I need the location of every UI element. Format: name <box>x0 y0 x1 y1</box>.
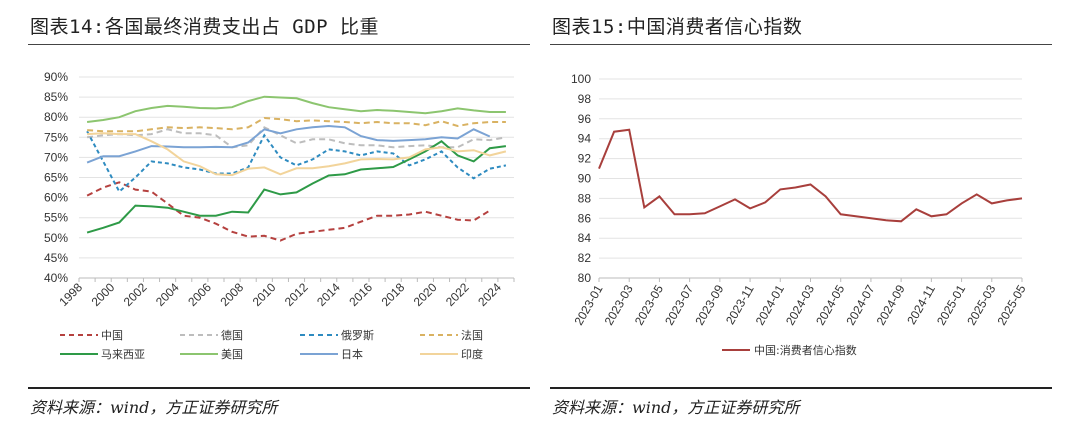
x-tick-label: 2025-05 <box>994 282 1028 327</box>
legend-label: 马来西亚 <box>101 348 145 361</box>
y-tick-label: 82 <box>578 251 592 265</box>
y-tick-label: 90% <box>44 70 68 84</box>
legend-label: 日本 <box>341 347 363 361</box>
x-tick-label: 2010 <box>250 280 279 309</box>
y-tick-label: 92 <box>578 152 592 166</box>
series-line-中国 <box>86 181 491 242</box>
x-tick-label: 2016 <box>346 280 375 309</box>
series-line-美国 <box>86 95 506 123</box>
x-tick-label: 2006 <box>185 280 214 309</box>
y-tick-label: 100 <box>571 72 591 86</box>
y-tick-label: 98 <box>578 92 592 106</box>
legend-label: 美国 <box>221 348 243 361</box>
x-tick-label: 2014 <box>314 280 343 309</box>
x-tick-label: 2000 <box>89 280 118 309</box>
right-source-note: 资料来源：wind，方正证券研究所 <box>552 398 800 417</box>
y-tick-label: 90 <box>578 172 592 186</box>
y-tick-label: 65% <box>44 171 68 185</box>
y-tick-label: 94 <box>578 132 592 146</box>
right-source-divider <box>550 387 1052 389</box>
x-tick-label: 2023-11 <box>723 282 757 327</box>
x-tick-label: 2012 <box>282 280 311 309</box>
series-line-马来西亚 <box>86 140 507 234</box>
left-title-divider <box>28 44 530 45</box>
series-line-日本 <box>86 124 491 164</box>
left-source-note: 资料来源：wind，方正证券研究所 <box>30 398 278 417</box>
legend-label: 中国 <box>101 329 123 342</box>
x-tick-label: 2008 <box>217 280 246 309</box>
y-tick-label: 45% <box>44 251 68 265</box>
x-tick-label: 2004 <box>153 280 182 309</box>
x-tick-label: 2002 <box>121 280 150 309</box>
y-tick-label: 84 <box>578 231 592 245</box>
x-tick-label: 2024 <box>475 280 504 309</box>
series-line-consumer-confidence <box>598 128 1023 223</box>
left-chart-title: 图表14:各国最终消费支出占 GDP 比重 <box>30 16 380 38</box>
y-tick-label: 85% <box>44 90 68 104</box>
left-source-divider <box>28 387 530 389</box>
y-tick-label: 55% <box>44 211 68 225</box>
x-tick-label: 2022 <box>443 280 472 309</box>
y-tick-label: 80% <box>44 110 68 124</box>
series-line-印度 <box>87 132 507 177</box>
y-tick-label: 70% <box>44 150 68 164</box>
series-line-德国 <box>86 126 507 149</box>
legend-label: 俄罗斯 <box>341 329 374 342</box>
x-tick-label: 2020 <box>411 280 440 309</box>
legend-label: 中国:消费者信心指数 <box>754 343 857 357</box>
series-line-法国 <box>87 116 506 133</box>
y-tick-label: 50% <box>44 231 68 245</box>
y-tick-label: 86 <box>578 211 592 225</box>
y-tick-label: 75% <box>44 130 68 144</box>
x-tick-label: 2024-11 <box>904 282 938 327</box>
legend-label: 法国 <box>461 328 483 342</box>
x-tick-label: 2018 <box>379 280 408 309</box>
right-chart-title: 图表15:中国消费者信心指数 <box>552 16 803 38</box>
x-tick-label: 2023-09 <box>692 282 726 327</box>
y-tick-label: 80 <box>578 271 592 285</box>
y-tick-label: 88 <box>578 191 592 205</box>
legend-label: 印度 <box>461 347 483 361</box>
series-line-俄罗斯 <box>86 130 507 194</box>
x-tick-label: 2024-09 <box>874 282 908 327</box>
legend-label: 德国 <box>221 328 243 342</box>
y-tick-label: 40% <box>44 271 68 285</box>
y-tick-label: 60% <box>44 191 68 205</box>
right-title-divider <box>550 44 1052 45</box>
y-tick-label: 96 <box>578 112 592 126</box>
